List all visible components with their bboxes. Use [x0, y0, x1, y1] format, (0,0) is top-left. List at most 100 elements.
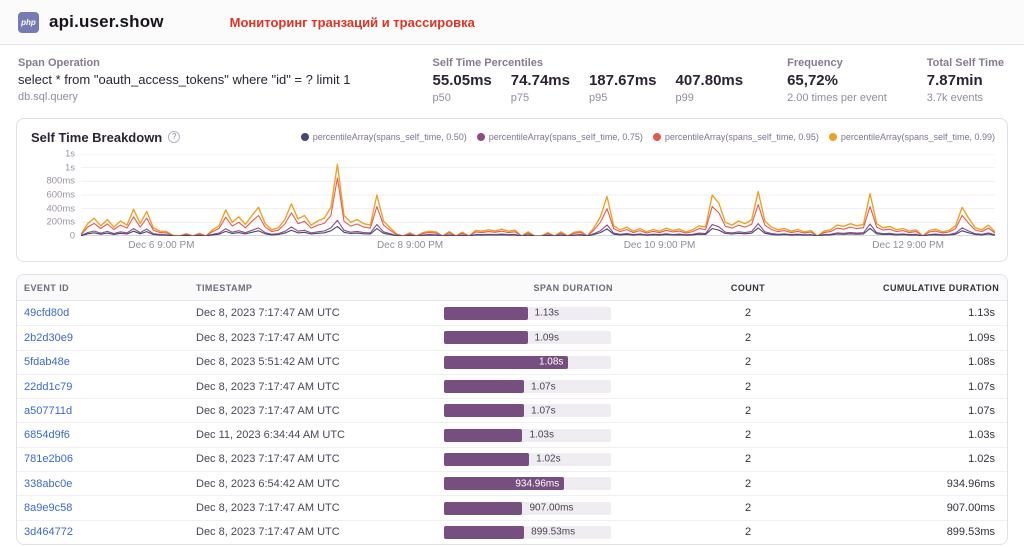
event-id-link[interactable]: 49cfd80d	[24, 307, 70, 320]
span-operation-label: Span Operation	[18, 57, 100, 69]
timestamp-cell: Dec 8, 2023 7:17:47 AM UTC	[196, 307, 340, 320]
stat-p75: 74.74ms p75	[510, 72, 570, 104]
table-row: 8a9e9c58 Dec 8, 2023 7:17:47 AM UTC 907.…	[17, 495, 1007, 519]
legend-item[interactable]: percentileArray(spans_self_time, 0.75)	[476, 132, 643, 142]
col-header-span-duration[interactable]: SPAN DURATION	[533, 282, 613, 293]
span-duration-label: 1.03s	[529, 429, 554, 441]
stat-total-self-time: Total Self Time 7.87min 3.7k events	[926, 57, 1004, 104]
cumulative-duration-cell: 1.03s	[968, 429, 995, 442]
legend-item[interactable]: percentileArray(spans_self_time, 0.99)	[828, 132, 995, 142]
span-duration-bar-fill	[444, 355, 569, 369]
count-cell: 2	[744, 331, 752, 344]
event-id-link[interactable]: 6854d9f6	[24, 429, 70, 442]
table-row: 2b2d30e9 Dec 8, 2023 7:17:47 AM UTC 1.09…	[17, 325, 1007, 349]
span-duration-bar: 1.08s	[444, 355, 611, 369]
span-duration-bar: 907.00ms	[444, 501, 611, 515]
y-axis-tick-label: 1s	[64, 162, 75, 174]
cumulative-duration-cell: 1.09s	[968, 331, 995, 344]
event-id-link[interactable]: 5fdab48e	[24, 356, 70, 369]
x-axis-tick-label: Dec 10 9:00 PM	[623, 240, 696, 251]
span-duration-label: 1.08s	[538, 356, 564, 368]
legend-item[interactable]: percentileArray(spans_self_time, 0.95)	[652, 132, 819, 142]
col-header-timestamp[interactable]: TIMESTAMP	[196, 282, 253, 293]
span-duration-bar-fill	[444, 404, 525, 418]
timestamp-cell: Dec 8, 2023 7:17:47 AM UTC	[196, 453, 340, 466]
stat-frequency: Frequency 65,72% 2.00 times per event	[787, 57, 887, 104]
timestamp-cell: Dec 8, 2023 7:17:47 AM UTC	[196, 526, 340, 539]
table-row: 3d464772 Dec 8, 2023 7:17:47 AM UTC 899.…	[17, 519, 1007, 544]
span-operation-block: Span Operation select * from "oauth_acce…	[18, 57, 350, 107]
count-cell: 2	[744, 307, 752, 320]
count-cell: 2	[744, 477, 752, 490]
timestamp-cell: Dec 8, 2023 7:17:47 AM UTC	[196, 380, 340, 393]
span-duration-bar-fill	[444, 501, 523, 515]
event-id-link[interactable]: a507711d	[24, 404, 73, 417]
span-duration-bar: 1.13s	[444, 306, 611, 320]
cumulative-duration-cell: 1.02s	[968, 453, 995, 466]
count-cell: 2	[744, 526, 752, 539]
span-summary-section: Span Operation select * from "oauth_acce…	[0, 45, 1024, 115]
chart-plot-area[interactable]	[81, 154, 995, 236]
cumulative-duration-cell: 1.07s	[968, 404, 995, 417]
count-cell: 2	[744, 453, 752, 466]
span-op-type: db.sql.query	[18, 91, 78, 103]
span-duration-bar-fill	[444, 306, 528, 320]
span-duration-bar-fill	[444, 477, 565, 491]
event-id-link[interactable]: 781e2b06	[24, 453, 73, 466]
event-id-link[interactable]: 22dd1c79	[24, 380, 73, 393]
legend-item[interactable]: percentileArray(spans_self_time, 0.50)	[300, 132, 467, 142]
chart-y-axis: 1s 1s 800ms 600ms 400ms 200ms 0	[31, 149, 75, 242]
cumulative-duration-cell: 907.00ms	[946, 502, 995, 515]
span-duration-bar: 1.02s	[444, 452, 611, 466]
count-cell: 2	[744, 502, 752, 515]
event-id-link[interactable]: 338abc0e	[24, 477, 73, 490]
count-cell: 2	[744, 429, 752, 442]
cumulative-duration-cell: 1.07s	[968, 380, 995, 393]
percentiles-label: Self Time Percentiles	[432, 57, 543, 69]
col-header-count[interactable]: COUNT	[730, 282, 766, 293]
event-id-link[interactable]: 8a9e9c58	[24, 502, 73, 515]
span-query: select * from "oauth_access_tokens" wher…	[18, 72, 351, 87]
cumulative-duration-cell: 934.96ms	[946, 477, 995, 490]
count-cell: 2	[744, 380, 752, 393]
event-id-link[interactable]: 3d464772	[24, 526, 73, 539]
col-header-cumulative-duration[interactable]: CUMULATIVE DURATION	[883, 282, 1000, 293]
span-duration-bar: 1.07s	[444, 380, 611, 394]
span-duration-bar-fill	[444, 452, 530, 466]
timestamp-cell: Dec 8, 2023 5:51:42 AM UTC	[196, 356, 340, 369]
legend-dot-icon	[300, 133, 309, 141]
y-axis-tick-label: 0	[69, 230, 75, 242]
table-row: 6854d9f6 Dec 11, 2023 6:34:44 AM UTC 1.0…	[17, 422, 1007, 446]
table-row: 5fdab48e Dec 8, 2023 5:51:42 AM UTC 1.08…	[17, 349, 1007, 374]
stat-p95: 187.67ms p95	[588, 72, 657, 104]
span-duration-bar: 934.96ms	[444, 477, 611, 491]
event-id-link[interactable]: 2b2d30e9	[24, 331, 73, 344]
help-icon[interactable]: ?	[168, 131, 181, 143]
cumulative-duration-cell: 1.08s	[968, 356, 995, 369]
cumulative-duration-cell: 1.13s	[968, 307, 995, 320]
span-duration-bar-fill	[444, 380, 525, 394]
y-axis-tick-label: 1s	[64, 148, 75, 160]
legend-dot-icon	[828, 133, 837, 141]
y-axis-tick-label: 400ms	[46, 203, 75, 215]
table-row: a507711d Dec 8, 2023 7:17:47 AM UTC 1.07…	[17, 398, 1007, 422]
count-cell: 2	[744, 356, 752, 369]
count-cell: 2	[744, 404, 752, 417]
span-duration-bar-fill	[444, 525, 525, 539]
stat-p99: 407.80ms p99	[675, 72, 744, 104]
span-duration-label: 1.07s	[531, 381, 556, 393]
span-duration-bar-fill	[444, 331, 528, 345]
top-bar: php api.user.show Мониторинг транзаций и…	[0, 0, 1024, 45]
table-row: 781e2b06 Dec 8, 2023 7:17:47 AM UTC 1.02…	[17, 446, 1007, 471]
chart-title: Self Time Breakdown	[31, 129, 163, 145]
span-duration-bar-fill	[444, 428, 523, 442]
x-axis-tick-label: Dec 8 9:00 PM	[376, 240, 444, 251]
col-header-event-id[interactable]: EVENT ID	[24, 282, 70, 293]
span-duration-bar: 1.03s	[444, 428, 611, 442]
table-row: 338abc0e Dec 8, 2023 6:54:42 AM UTC 934.…	[17, 471, 1007, 495]
percentiles-group: Self Time Percentiles 55.05ms p50 74.74m…	[433, 57, 744, 104]
span-duration-label: 907.00ms	[529, 502, 574, 514]
span-duration-label: 1.09s	[534, 332, 559, 344]
span-duration-bar: 1.09s	[444, 331, 611, 345]
span-duration-bar: 1.07s	[444, 404, 611, 418]
